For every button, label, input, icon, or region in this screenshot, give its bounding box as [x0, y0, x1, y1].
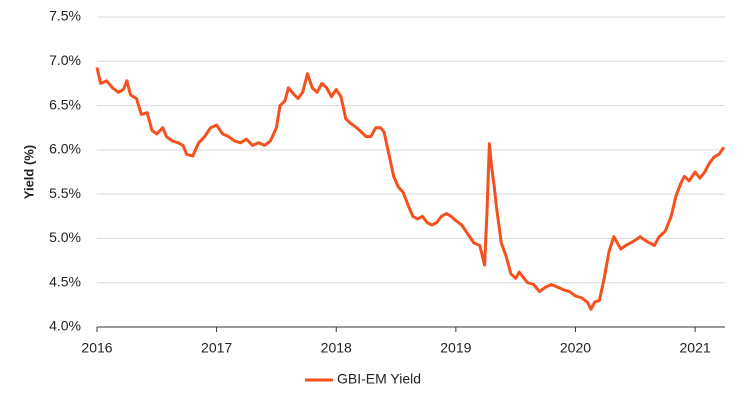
data-line: [95, 67, 726, 311]
y-tick-label: 7.0%: [49, 52, 81, 68]
y-tick-label: 4.0%: [49, 318, 81, 334]
x-tick-label: 2021: [680, 340, 711, 356]
y-tick-label: 4.5%: [49, 273, 81, 289]
y-tick-label: 6.0%: [49, 141, 81, 157]
y-tick-label: 5.0%: [49, 229, 81, 245]
x-tick-label: 2016: [81, 340, 112, 356]
x-tick-label: 2020: [560, 340, 591, 356]
x-tick-label: 2017: [201, 340, 232, 356]
y-tick-label: 6.5%: [49, 96, 81, 112]
y-axis-label: Yield (%): [21, 145, 36, 199]
legend-label: GBI-EM Yield: [337, 371, 421, 387]
x-tick-label: 2018: [321, 340, 352, 356]
y-tick-label: 7.5%: [49, 8, 81, 24]
y-tick-label: 5.5%: [49, 185, 81, 201]
x-tick-label: 2019: [440, 340, 471, 356]
